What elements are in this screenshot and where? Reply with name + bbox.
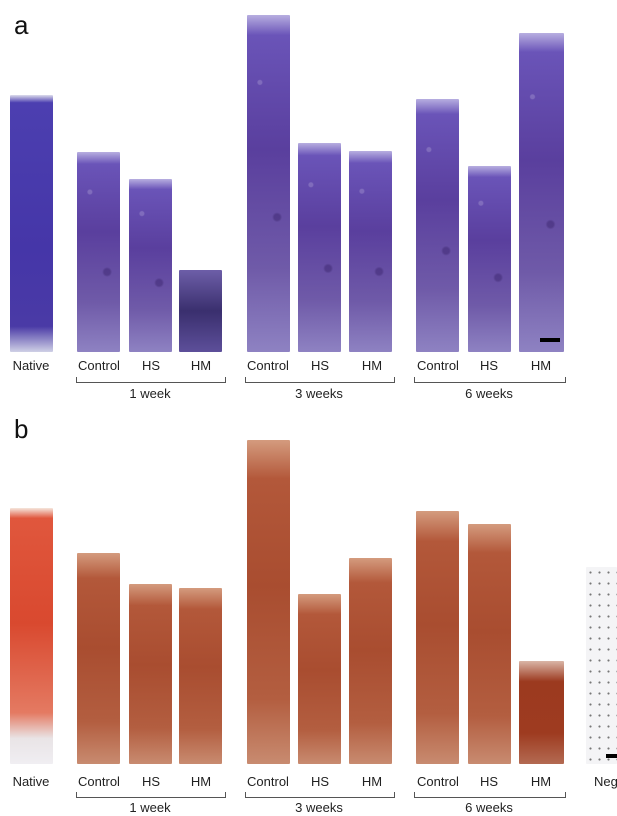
sample-label-b-8: HS xyxy=(479,774,499,789)
sample-label-b-4: Control xyxy=(247,774,289,789)
tissue-strip-hs-1wk-b xyxy=(129,584,172,764)
sample-label-b-2: HS xyxy=(141,774,161,789)
sample-label-a-9: HM xyxy=(530,358,552,373)
scale-bar-a xyxy=(540,338,560,342)
sample-label-b-1: Control xyxy=(78,774,120,789)
group-label-b-6wk: 6 weeks xyxy=(465,800,513,815)
scale-bar-b xyxy=(606,754,617,758)
sample-label-a-6: HM xyxy=(361,358,383,373)
panel-letter-b: b xyxy=(14,414,29,444)
tissue-strip-hs-3wk-b xyxy=(298,594,341,764)
group-bracket-b-6wk xyxy=(414,792,566,798)
group-bracket-a-3wk xyxy=(245,377,395,383)
panel-letter-a: a xyxy=(14,10,29,40)
group-label-a-1wk: 1 week xyxy=(129,386,171,401)
sample-label-b-10: Neg xyxy=(594,774,617,789)
tissue-strip-hs-6wk-a xyxy=(468,166,511,352)
group-bracket-b-3wk xyxy=(245,792,395,798)
group-bracket-a-6wk xyxy=(414,377,566,383)
sample-label-b-6: HM xyxy=(361,774,383,789)
sample-label-b-9: HM xyxy=(530,774,552,789)
sample-label-a-7: Control xyxy=(417,358,459,373)
tissue-strip-hs-1wk-a xyxy=(129,179,172,352)
tissue-strip-hm-1wk-b xyxy=(179,588,222,764)
group-label-a-6wk: 6 weeks xyxy=(465,386,513,401)
sample-label-a-5: HS xyxy=(310,358,330,373)
tissue-strip-control-6wk-b xyxy=(416,511,459,764)
sample-label-a-4: Control xyxy=(247,358,289,373)
tissue-strip-hm-3wk-a xyxy=(349,151,392,352)
tissue-strip-native-b xyxy=(10,508,53,764)
sample-label-b-5: HS xyxy=(310,774,330,789)
tissue-strip-hm-1wk-a xyxy=(179,270,222,352)
group-bracket-a-1wk xyxy=(76,377,226,383)
tissue-strip-hm-6wk-a xyxy=(519,33,564,352)
tissue-strip-control-3wk-a xyxy=(247,15,290,352)
group-label-b-3wk: 3 weeks xyxy=(295,800,343,815)
tissue-strip-negative-b xyxy=(586,567,617,764)
sample-label-a-8: HS xyxy=(479,358,499,373)
tissue-strip-hm-6wk-b xyxy=(519,661,564,764)
tissue-strip-control-1wk-b xyxy=(77,553,120,764)
sample-label-a-0: Native xyxy=(12,358,50,373)
group-label-a-3wk: 3 weeks xyxy=(295,386,343,401)
tissue-strip-native-a xyxy=(10,95,53,352)
sample-label-a-2: HS xyxy=(141,358,161,373)
tissue-strip-control-3wk-b xyxy=(247,440,290,764)
group-bracket-b-1wk xyxy=(76,792,226,798)
sample-label-b-3: HM xyxy=(190,774,212,789)
tissue-strip-hm-3wk-b xyxy=(349,558,392,764)
group-label-b-1wk: 1 week xyxy=(129,800,171,815)
tissue-strip-hs-6wk-b xyxy=(468,524,511,764)
tissue-strip-control-6wk-a xyxy=(416,99,459,352)
sample-label-a-1: Control xyxy=(78,358,120,373)
sample-label-b-0: Native xyxy=(12,774,50,789)
tissue-strip-hs-3wk-a xyxy=(298,143,341,352)
tissue-strip-control-1wk-a xyxy=(77,152,120,352)
sample-label-a-3: HM xyxy=(190,358,212,373)
sample-label-b-7: Control xyxy=(417,774,459,789)
